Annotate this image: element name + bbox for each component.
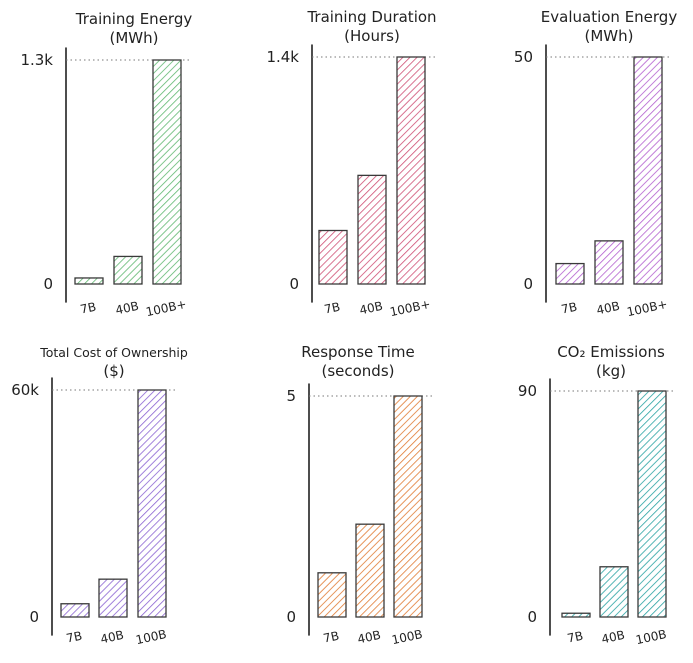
- x-tick-label: 100B+: [145, 297, 188, 319]
- chart-title-line: Response Time: [301, 343, 415, 361]
- x-tick-label: 7B: [79, 300, 97, 317]
- x-tick-label: 7B: [323, 300, 341, 317]
- y-tick-label: 1.4k: [266, 48, 299, 66]
- bar-7b: [561, 612, 591, 618]
- x-tick-label: 40B: [114, 299, 140, 318]
- bar-100b: [396, 56, 426, 285]
- x-tick-label: 40B: [356, 628, 382, 647]
- chart-title-line: (kg): [596, 362, 626, 380]
- bar-7b: [318, 229, 348, 285]
- chart-title-line: ($): [103, 362, 124, 380]
- x-tick-label: 7B: [65, 629, 83, 646]
- chart-title-line: (MWh): [585, 27, 634, 45]
- y-tick-label: 1.3k: [20, 51, 53, 69]
- bar-100b: [152, 59, 182, 285]
- chart-panel-2: Training Duration(Hours) 0 1.4k 7B 40B 100B+: [266, 8, 436, 319]
- x-tick-label: 40B: [358, 299, 384, 318]
- bar-40b: [594, 240, 624, 285]
- bar-100b: [633, 56, 663, 285]
- x-tick-label: 100B: [134, 627, 167, 647]
- y-tick-label: 0: [527, 608, 537, 626]
- x-tick-label: 100B: [634, 627, 667, 647]
- bar-100b: [393, 395, 423, 618]
- bar-40b: [98, 578, 128, 618]
- bar-7b: [60, 603, 90, 618]
- y-tick-label: 60k: [11, 381, 39, 399]
- chart-title-line: Training Energy: [75, 10, 193, 28]
- x-tick-label: 100B: [390, 627, 423, 647]
- chart-panel-3: Evaluation Energy(MWh) 0 50 7B 40B 100B+: [514, 8, 677, 319]
- bar-100b: [637, 390, 667, 618]
- chart-title-line: (MWh): [110, 29, 159, 47]
- chart-title-line: Total Cost of Ownership: [39, 345, 188, 360]
- x-tick-label: 100B+: [626, 297, 669, 319]
- bar-40b: [113, 255, 143, 285]
- bar-40b: [599, 566, 629, 618]
- y-tick-label: 0: [43, 275, 53, 293]
- x-tick-label: 40B: [595, 299, 621, 318]
- y-tick-label: 0: [286, 608, 296, 626]
- y-tick-label: 0: [289, 275, 299, 293]
- chart-title-line: (Hours): [344, 27, 400, 45]
- y-tick-label: 50: [514, 48, 533, 66]
- bar-7b: [555, 262, 585, 285]
- bar-40b: [355, 523, 385, 618]
- x-tick-label: 100B+: [389, 297, 432, 319]
- chart-panel-4: Total Cost of Ownership ($) 0 60k 7B 40B 100B: [11, 345, 188, 647]
- x-tick-label: 7B: [560, 300, 578, 317]
- y-tick-label: 90: [518, 382, 537, 400]
- y-tick-label: 0: [29, 608, 39, 626]
- x-tick-label: 7B: [566, 629, 584, 646]
- chart-panel-6: CO₂ Emissions(kg) 0 90 7B 40B 100B: [518, 343, 676, 647]
- chart-panel-1: Training Energy(MWh) 0 1.3k 7B 40B 100B+: [20, 10, 192, 319]
- x-tick-label: 40B: [600, 628, 626, 647]
- x-tick-label: 40B: [99, 628, 125, 647]
- bar-40b: [357, 174, 387, 285]
- x-tick-label: 7B: [322, 629, 340, 646]
- bar-100b: [137, 389, 167, 618]
- chart-title-line: CO₂ Emissions: [557, 343, 665, 361]
- y-tick-label: 0: [523, 275, 533, 293]
- chart-title-line: (seconds): [321, 362, 394, 380]
- y-tick-label: 5: [286, 387, 296, 405]
- chart-panel-5: Response Time(seconds) 0 5 7B 40B 100B: [286, 343, 432, 647]
- bar-7b: [74, 277, 104, 285]
- chart-title-line: Training Duration: [306, 8, 436, 26]
- chart-title-line: Evaluation Energy: [541, 8, 678, 26]
- bar-7b: [317, 572, 347, 618]
